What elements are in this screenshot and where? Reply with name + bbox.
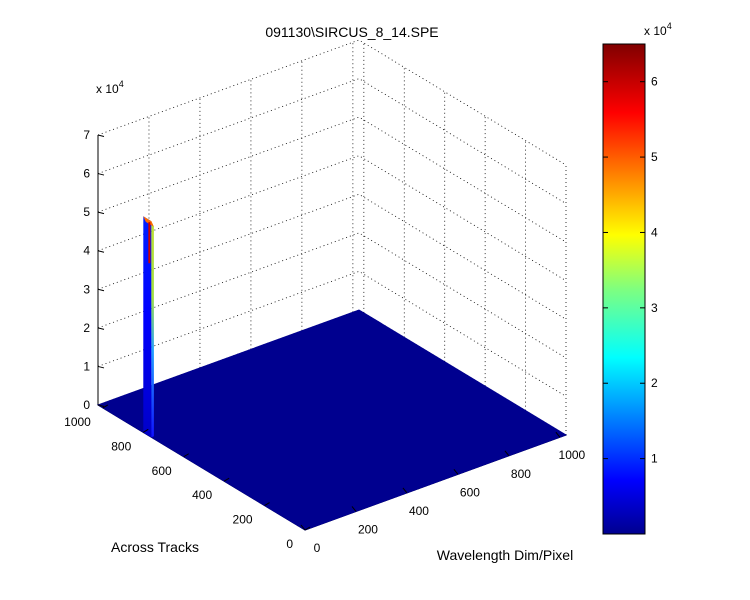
colorbar-tick-label: 5 bbox=[651, 150, 658, 164]
z-tick-mark bbox=[97, 365, 105, 369]
z-tick-mark bbox=[97, 288, 105, 292]
grid-line-z bbox=[97, 78, 567, 204]
x-tick-mark bbox=[402, 487, 408, 494]
grid-line-z bbox=[97, 155, 567, 282]
z-tick-mark bbox=[97, 211, 105, 215]
x-tick-mark bbox=[555, 431, 561, 438]
surface-peak bbox=[143, 216, 154, 438]
z-axis-ticks: 0 1 2 3 4 5 6 7 bbox=[83, 128, 105, 412]
y-tick-label: 600 bbox=[152, 464, 172, 478]
grid-line-z bbox=[97, 270, 567, 397]
x-tick-label: 200 bbox=[358, 522, 378, 536]
z-tick-label: 0 bbox=[83, 398, 90, 412]
x-tick-mark bbox=[504, 450, 510, 457]
y-axis-ticks: 0 200 400 600 800 1000 bbox=[64, 404, 311, 551]
y-tick-label: 200 bbox=[233, 513, 253, 527]
y-tick-mark bbox=[183, 453, 189, 458]
x-tick-mark bbox=[300, 524, 306, 531]
z-tick-mark bbox=[97, 134, 105, 137]
grid-line-z bbox=[97, 193, 567, 320]
z-scale-exponent: 4 bbox=[119, 79, 124, 89]
colorbar-tick-label: 6 bbox=[651, 75, 658, 89]
colorbar-ticks: 1 2 3 4 5 6 bbox=[603, 75, 658, 466]
peak-face-side bbox=[151, 221, 154, 438]
colorbar-tick-label: 1 bbox=[651, 452, 658, 466]
x-tick-label: 0 bbox=[314, 541, 321, 555]
x-tick-label: 400 bbox=[409, 504, 429, 518]
y-tick-label: 400 bbox=[192, 488, 212, 502]
chart-title: 091130\SIRCUS_8_14.SPE bbox=[265, 24, 438, 40]
colorbar-tick-label: 4 bbox=[651, 225, 658, 239]
colorbar-scale-label: x 104 bbox=[644, 21, 672, 38]
y-tick-mark bbox=[143, 428, 149, 433]
colorbar-scale-exponent: 4 bbox=[667, 21, 672, 31]
y-tick-label: 1000 bbox=[64, 415, 91, 429]
z-tick-label: 2 bbox=[83, 321, 90, 335]
z-tick-label: 5 bbox=[83, 205, 90, 219]
peak-face-top bbox=[143, 216, 154, 227]
x-tick-label: 800 bbox=[511, 467, 531, 481]
grid-line-z bbox=[97, 232, 567, 359]
z-tick-mark bbox=[97, 173, 105, 176]
colorbar-tick-label: 3 bbox=[651, 301, 658, 315]
y-tick-mark bbox=[223, 477, 230, 482]
z-tick-label: 1 bbox=[83, 359, 90, 373]
x-tick-label: 1000 bbox=[559, 448, 586, 462]
y-tick-label: 0 bbox=[286, 537, 293, 551]
z-scale-label: x 104 bbox=[96, 79, 124, 96]
surface-baseline-plane bbox=[96, 309, 568, 531]
y-tick-mark bbox=[102, 404, 109, 409]
x-axis-ticks: 0 200 400 600 800 1000 bbox=[300, 431, 586, 555]
grid-line-z bbox=[97, 116, 567, 243]
z-tick-label: 4 bbox=[83, 244, 90, 258]
y-tick-label: 800 bbox=[111, 439, 131, 453]
y-tick-mark bbox=[264, 502, 270, 507]
z-scale-base: x 10 bbox=[96, 82, 119, 96]
z-tick-mark bbox=[97, 404, 105, 407]
x-tick-label: 600 bbox=[460, 485, 480, 499]
colorbar-gradient bbox=[602, 43, 646, 535]
z-tick-mark bbox=[97, 327, 105, 330]
colorbar-scale-base: x 10 bbox=[644, 24, 667, 38]
surface-plot bbox=[96, 216, 568, 531]
peak-face-front bbox=[143, 216, 152, 438]
z-tick-label: 7 bbox=[83, 128, 90, 142]
y-axis-label: Across Tracks bbox=[111, 539, 199, 555]
z-tick-label: 3 bbox=[83, 282, 90, 296]
colorbar-tick-label: 2 bbox=[651, 376, 658, 390]
grid-line-z bbox=[97, 39, 567, 166]
x-axis-label: Wavelength Dim/Pixel bbox=[437, 547, 573, 563]
z-tick-mark bbox=[97, 250, 105, 253]
y-tick-mark bbox=[304, 526, 311, 531]
z-tick-label: 6 bbox=[83, 167, 90, 181]
x-tick-mark bbox=[453, 469, 459, 475]
x-tick-mark bbox=[351, 506, 357, 512]
